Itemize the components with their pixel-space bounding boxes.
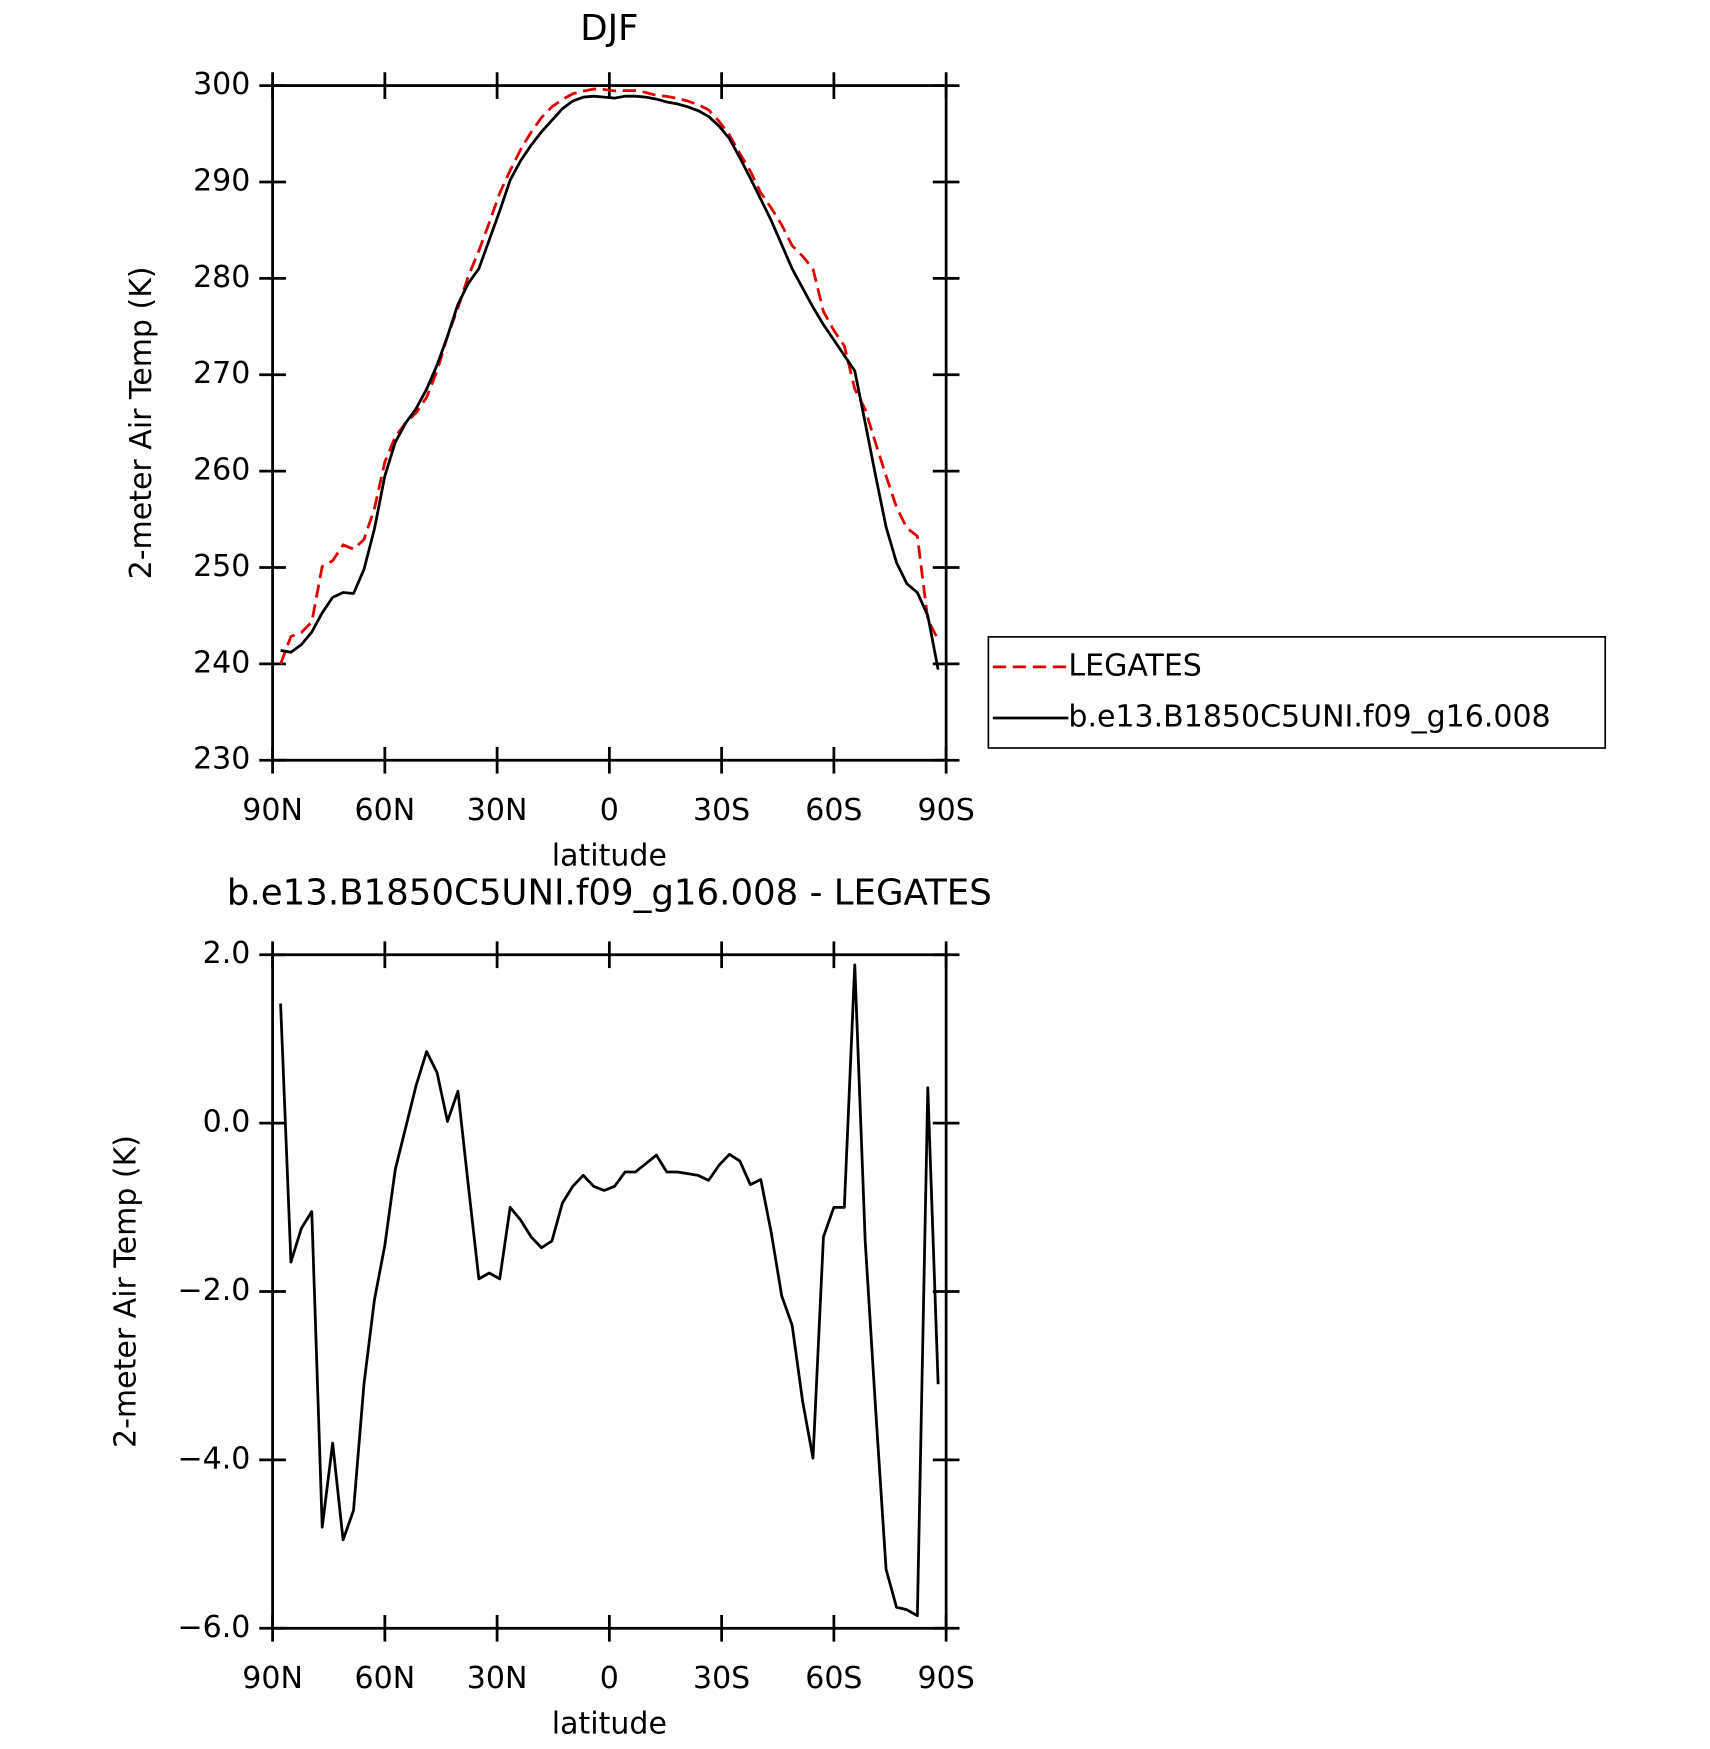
data-line [279,87,940,665]
y-axis-label: 2-meter Air Temp (K) [108,1135,143,1448]
y-tick-label: 230 [193,742,250,777]
y-tick-label: 300 [193,67,250,102]
y-tick-label: 0.0 [203,1105,251,1140]
y-tick-label: 290 [193,163,250,198]
x-axis-label: latitude [552,1706,667,1741]
legend-label: b.e13.B1850C5UNI.f09_g16.008 [1068,700,1550,735]
y-tick-label: 2.0 [203,936,251,971]
x-tick-label: 90N [242,793,303,828]
y-tick-label: 260 [193,453,250,488]
chart-title: DJF [580,8,638,49]
y-tick-label: 280 [193,260,250,295]
plot-frame [271,953,948,1630]
plot-frame [271,84,948,762]
chart-title: b.e13.B1850C5UNI.f09_g16.008 - LEGATES [227,873,992,914]
x-tick-label: 90S [918,1661,975,1696]
x-tick-label: 30N [467,793,528,828]
x-tick-label: 30S [693,793,750,828]
y-tick-label: 250 [193,549,250,584]
data-line [279,963,940,1618]
x-tick-label: 0 [600,793,619,828]
x-tick-label: 0 [600,1661,619,1696]
data-line [280,94,940,670]
x-axis-label: latitude [552,838,667,873]
x-tick-label: 60N [355,793,416,828]
x-tick-label: 30N [467,1661,528,1696]
legend-box [987,636,1607,749]
x-tick-label: 30S [693,1661,750,1696]
x-tick-label: 90N [242,1661,303,1696]
y-tick-label: 240 [193,645,250,680]
x-tick-label: 60S [805,793,862,828]
legend-label: LEGATES [1068,648,1201,683]
y-tick-label: 270 [193,356,250,391]
y-tick-label: −4.0 [178,1441,251,1476]
x-tick-label: 90S [918,793,975,828]
x-tick-label: 60N [355,1661,416,1696]
y-tick-label: −2.0 [178,1273,251,1308]
x-tick-label: 60S [805,1661,862,1696]
y-axis-label: 2-meter Air Temp (K) [124,266,159,579]
y-tick-label: −6.0 [178,1610,251,1645]
